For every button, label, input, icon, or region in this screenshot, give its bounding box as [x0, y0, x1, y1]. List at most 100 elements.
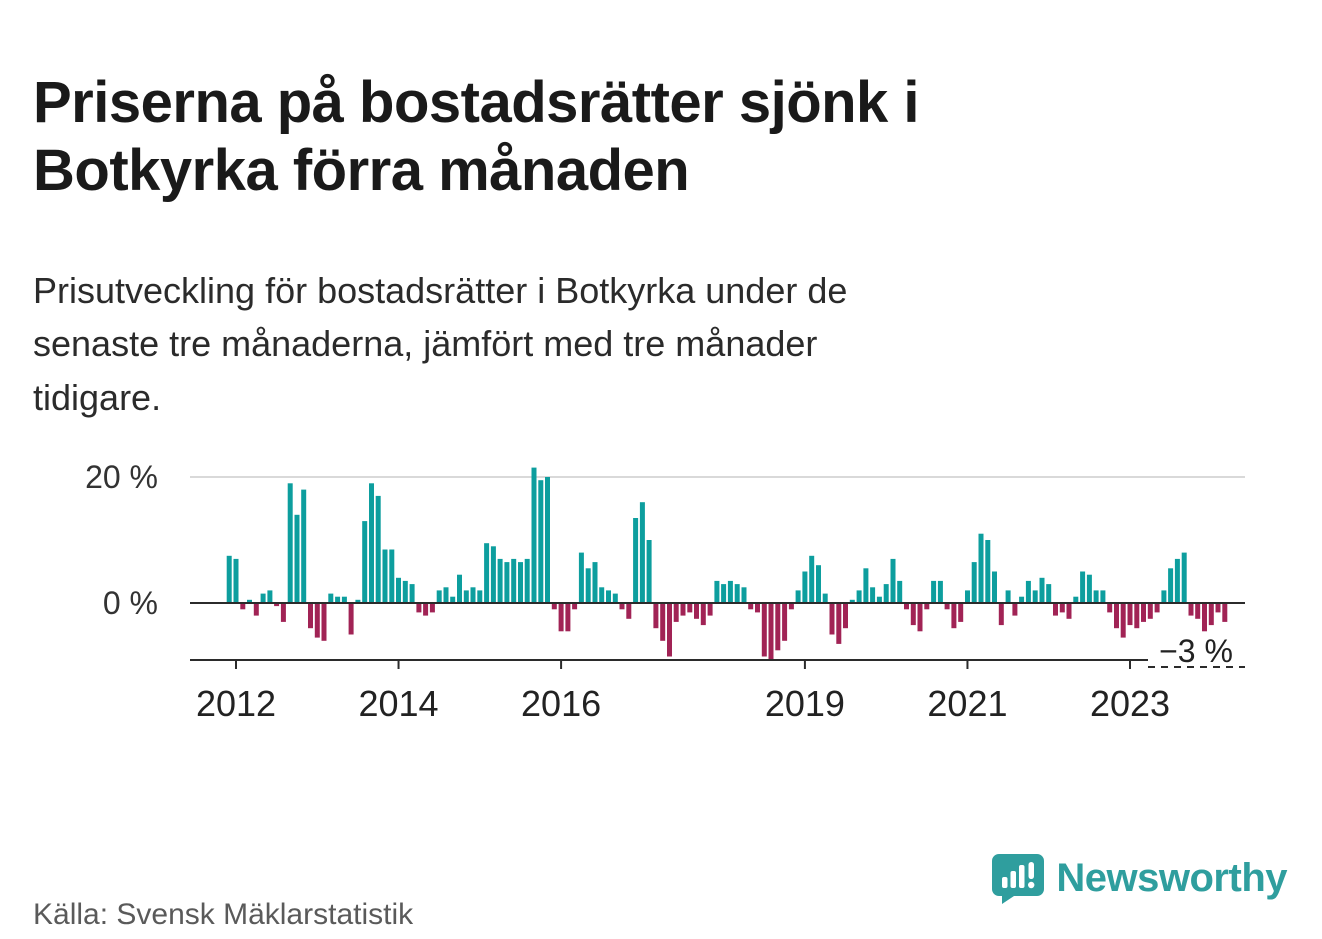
price-change-bar	[294, 514, 300, 603]
price-change-bar	[1093, 590, 1099, 603]
price-change-bar	[1188, 603, 1194, 616]
price-change-bar	[1134, 603, 1140, 629]
price-change-bar	[1161, 590, 1167, 603]
price-change-bar	[233, 558, 239, 603]
price-change-bar	[1086, 574, 1092, 603]
price-change-bar	[260, 593, 266, 603]
price-change-bar	[443, 587, 449, 604]
price-change-bar	[463, 590, 469, 603]
x-axis-year-label: 2012	[196, 683, 276, 724]
price-change-bar	[734, 584, 740, 603]
price-change-bar	[531, 467, 537, 603]
price-change-bar	[1053, 603, 1058, 616]
price-change-bar	[457, 574, 462, 603]
x-axis-year-label: 2016	[521, 683, 601, 724]
price-change-bar	[775, 603, 781, 651]
price-change-bar	[578, 552, 584, 603]
price-change-bar	[1039, 577, 1045, 603]
price-change-bar	[409, 584, 415, 603]
price-change-bar	[382, 549, 388, 603]
price-change-bar	[416, 603, 422, 613]
price-change-bar	[931, 580, 937, 603]
price-change-bar	[518, 562, 523, 603]
price-change-bar	[1174, 558, 1180, 603]
price-change-bar	[633, 518, 639, 603]
price-change-bar	[802, 571, 808, 603]
newsworthy-logo: Newsworthy	[992, 852, 1287, 904]
price-change-bar	[917, 603, 923, 632]
price-change-bar	[667, 603, 672, 657]
price-change-bar	[362, 521, 368, 603]
page-title: Priserna på bostadsrätter sjönk i Botkyr…	[33, 69, 920, 206]
price-change-bar	[1222, 603, 1228, 622]
price-change-bar	[369, 483, 374, 603]
price-change-bar	[707, 603, 713, 616]
price-change-bar	[1181, 552, 1187, 603]
price-change-bar	[1141, 603, 1146, 622]
price-change-bar	[1208, 603, 1214, 626]
price-change-bar	[992, 571, 997, 603]
price-change-bar	[1215, 603, 1221, 613]
price-change-bar	[727, 580, 733, 603]
y-axis-label: 20 %	[85, 459, 158, 495]
price-change-bar	[1114, 603, 1119, 629]
price-change-bar	[477, 590, 483, 603]
price-change-bar	[375, 495, 381, 603]
price-change-bar	[1059, 603, 1065, 613]
price-change-bar	[423, 603, 429, 616]
price-change-bar	[1005, 590, 1011, 603]
price-change-bar	[1019, 596, 1025, 603]
price-change-bar	[985, 540, 991, 603]
price-change-bar	[1046, 584, 1052, 603]
price-change-bar	[822, 593, 828, 603]
price-change-bar	[937, 580, 943, 603]
price-change-bar	[1127, 603, 1133, 626]
price-change-bar	[341, 596, 347, 603]
price-change-bar	[267, 590, 273, 603]
price-change-bar	[687, 603, 693, 613]
price-change-bar	[511, 558, 517, 603]
bar-chart-canvas: 20 % 0 % 2012 2014 2016 2019 2021 2023 −3 %	[85, 459, 1245, 724]
price-change-bar-chart: 20 % 0 % 2012 2014 2016 2019 2021 2023 −3 %	[0, 430, 1322, 742]
price-change-bar	[1154, 603, 1160, 613]
price-change-bar	[484, 543, 490, 604]
price-change-bar	[524, 558, 530, 603]
price-change-bar	[883, 584, 889, 603]
chart-subtitle-line1: Prisutveckling för bostadsrätter i Botky…	[33, 270, 848, 311]
price-change-bar	[436, 590, 442, 603]
price-change-bar	[904, 603, 909, 610]
price-change-bar	[944, 603, 950, 610]
price-change-bar	[1168, 568, 1174, 603]
last-value-annotation: −3 %	[1159, 633, 1233, 669]
price-change-bar	[660, 603, 666, 641]
price-change-bar	[714, 580, 720, 603]
price-change-bar	[301, 489, 307, 603]
price-change-bar	[389, 549, 395, 603]
price-change-bar	[274, 603, 280, 607]
price-change-bar	[958, 603, 964, 622]
price-change-bar	[470, 587, 476, 604]
price-change-bar	[538, 480, 544, 603]
price-change-bar	[829, 603, 835, 635]
price-change-bar	[897, 580, 903, 603]
x-axis-year-label: 2021	[927, 683, 1007, 724]
price-change-bar	[755, 603, 760, 613]
chart-subtitle-line2: senaste tre månaderna, jämfört med tre m…	[33, 323, 818, 365]
price-change-bar	[639, 502, 645, 603]
price-change-bar	[809, 555, 815, 604]
price-change-bar	[592, 562, 598, 603]
price-change-bar	[551, 603, 557, 610]
price-change-bar	[226, 555, 232, 604]
price-change-bar	[653, 603, 659, 629]
page-title-line2: Botkyrka förra månaden	[33, 138, 690, 204]
price-change-bar	[348, 603, 354, 635]
price-change-bar	[396, 577, 401, 603]
price-change-bar	[924, 603, 930, 610]
price-change-bar	[965, 590, 970, 603]
price-change-bar	[450, 596, 456, 603]
price-change-bar	[870, 587, 876, 604]
chart-subtitle: Prisutveckling för bostadsrätter i Botky…	[33, 264, 847, 424]
price-change-bar	[572, 603, 578, 610]
price-change-bar	[308, 603, 313, 629]
price-change-bar	[890, 558, 896, 603]
